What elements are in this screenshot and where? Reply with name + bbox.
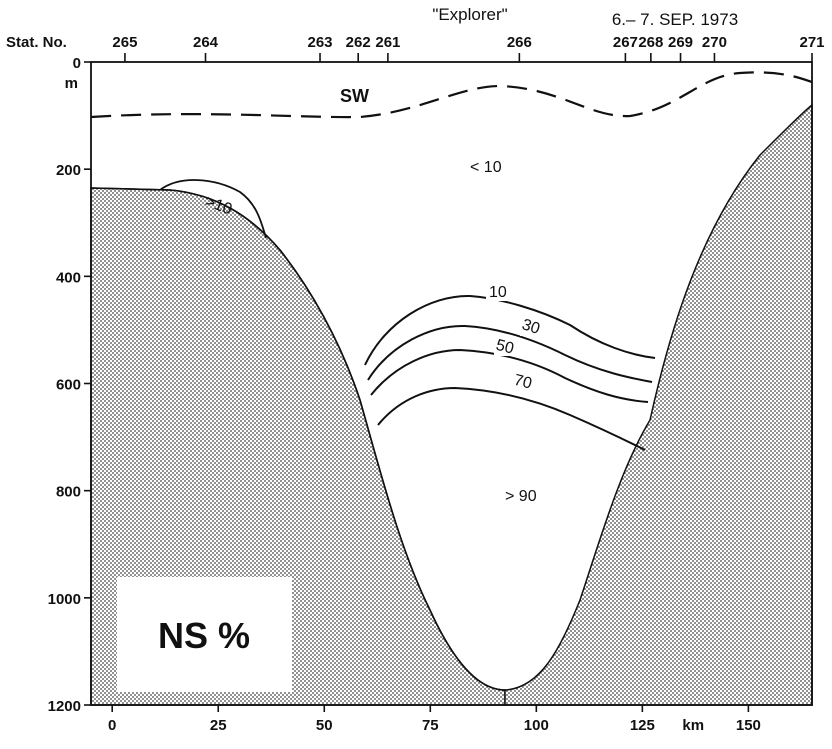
ship-name: "Explorer" [432, 5, 507, 24]
station-label-265: 265 [112, 34, 137, 51]
y-tick-label-400: 400 [56, 269, 81, 286]
x-tick-label-150: 150 [736, 717, 761, 734]
x-tick-label-125: 125 [630, 717, 655, 734]
station-label-267: 267 [613, 34, 638, 51]
isoline-50 [370, 348, 649, 403]
station-label-266: 266 [507, 34, 532, 51]
water-mass-label: SW [340, 86, 369, 106]
seabed-outline-left [90, 187, 506, 691]
station-label-268: 268 [638, 34, 663, 51]
isoline-label-10: 10 [489, 284, 507, 301]
station-label-271: 271 [799, 34, 824, 51]
y-tick-label-600: 600 [56, 377, 81, 394]
station-prefix: Stat. No. [6, 34, 67, 51]
isoline-70 [377, 386, 646, 451]
y-tick-label-200: 200 [56, 162, 81, 179]
y-tick-label-1000: 1000 [48, 591, 81, 608]
station-label-270: 270 [702, 34, 727, 51]
station-label-263: 263 [308, 34, 333, 51]
y-tick-label-0: 0 [73, 55, 81, 72]
station-label-262: 262 [346, 34, 371, 51]
y-tick-label-1200: 1200 [48, 698, 81, 715]
x-tick-label-0: 0 [108, 717, 116, 734]
isoline-label-30: 30 [520, 316, 542, 338]
x-tick-label-100: 100 [524, 717, 549, 734]
region-label-low: < 10 [470, 159, 502, 176]
station-markers: 265 264 263 262 261 266 267 268 269 270 271 [112, 34, 825, 62]
isoline-small-left [159, 179, 267, 239]
cruise-dates: 6.– 7. SEP. 1973 [612, 10, 738, 29]
sw-boundary-line [90, 71, 813, 119]
x-tick-label-50: 50 [316, 717, 333, 734]
x-tick-label-75: 75 [422, 717, 439, 734]
region-label-high: > 90 [505, 488, 537, 505]
x-tick-label-25: 25 [210, 717, 227, 734]
x-axis: 0 25 50 75 100 125 150 km [108, 705, 761, 734]
isoline-label-70: 70 [512, 372, 533, 393]
isoline-10 [364, 294, 656, 366]
right-seabed [504, 103, 813, 706]
y-tick-label-800: 800 [56, 484, 81, 501]
title-box [117, 577, 292, 692]
isoline-30 [367, 324, 653, 383]
station-label-269: 269 [668, 34, 693, 51]
x-axis-unit: km [682, 717, 704, 734]
y-axis-unit: m [65, 75, 78, 92]
isoline-label-50: 50 [494, 337, 515, 358]
y-axis: 0 200 400 600 800 1000 1200 [48, 55, 91, 715]
station-label-261: 261 [375, 34, 400, 51]
isoline-labels: 10 30 50 70 [486, 283, 544, 393]
title-box-text: NS % [158, 615, 250, 656]
station-label-264: 264 [193, 34, 219, 51]
